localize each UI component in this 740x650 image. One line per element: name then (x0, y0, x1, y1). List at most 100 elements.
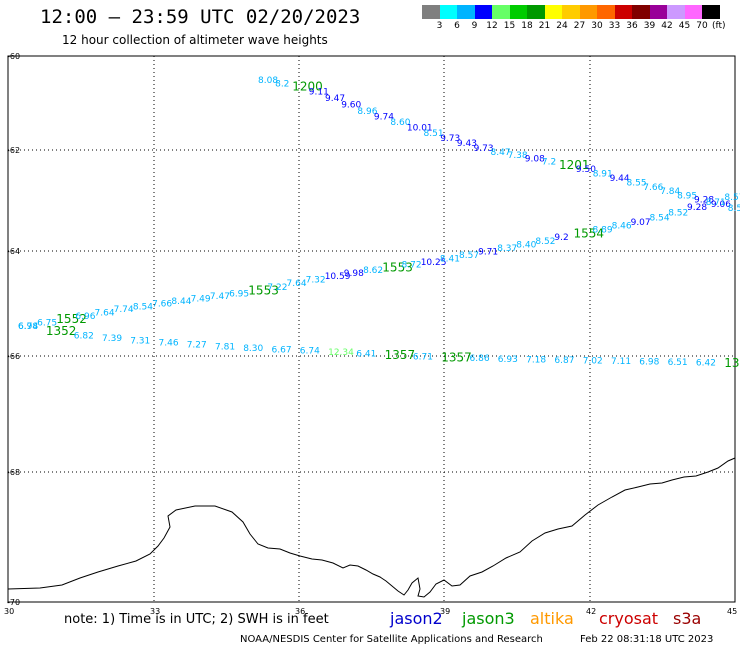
track-time-label: 1357 (441, 351, 472, 365)
latitude-label: -64 (7, 247, 20, 256)
longitude-label: 30 (4, 607, 14, 616)
wave-height-label: 6.82 (74, 331, 94, 341)
credit-date: Feb 22 08:31:18 UTC 2023 (580, 634, 714, 645)
color-scale-cell (702, 5, 720, 19)
color-scale-label: 6 (454, 21, 460, 31)
wave-height-label: 8.89 (593, 226, 613, 236)
wave-height-label: 8.95 (677, 191, 697, 201)
wave-height-label: 7.18 (526, 356, 546, 366)
map-subtitle: 12 hour collection of altimeter wave hei… (62, 33, 328, 47)
color-scale-label: 9 (471, 21, 478, 31)
wave-height-label: 8.55 (627, 178, 647, 188)
wave-height-label: 8.72 (402, 261, 422, 271)
wave-height-label: 6.95 (229, 290, 249, 300)
wave-height-label: 8.46 (612, 222, 632, 232)
color-scale-label: 3 (436, 21, 443, 31)
wave-height-label: 7.74 (114, 305, 134, 315)
track-time-label: 1358 (724, 356, 740, 370)
wave-height-label: 8.71 (706, 198, 726, 208)
color-scale-cell (544, 5, 562, 19)
color-scale-label: 42 (661, 21, 673, 31)
wave-height-label: 7.64 (287, 279, 307, 289)
longitude-label: 42 (586, 607, 596, 616)
color-scale-label: 33 (608, 21, 621, 31)
color-scale-cell (439, 5, 457, 19)
wave-height-label: 7.38 (508, 151, 528, 161)
color-scale-cell (684, 5, 702, 19)
color-scale-cell (492, 5, 510, 19)
longitude-label: 45 (727, 607, 737, 616)
color-scale-label: 24 (556, 21, 568, 31)
latitude-labels: -60 -62 -64 -66 -68 -70 (7, 52, 20, 607)
wave-height-label: 6.98 (639, 358, 659, 368)
legend-jason2: jason2 (390, 609, 443, 628)
wave-height-label: 6.93 (498, 355, 518, 365)
wave-height-label: 6.78 (18, 322, 38, 332)
wave-height-label: 7.11 (611, 357, 631, 367)
coastline (7, 457, 736, 598)
wave-height-label: 9.11 (309, 88, 329, 98)
track-time-label: 1352 (46, 324, 77, 338)
wave-height-label: 8.52 (535, 237, 555, 247)
wave-height-label: 8.57 (459, 251, 479, 261)
wave-height-label: 9.71 (478, 248, 498, 258)
latitude-label: -66 (7, 352, 20, 361)
track-upper: 8.088.2 12009.119.479.608.969.748.6010.01… (258, 76, 740, 214)
color-scale-label: 45 (678, 21, 691, 31)
wave-height-label: 9.08 (525, 154, 545, 164)
color-scale-cell (509, 5, 527, 19)
wave-height-label: 6.96 (75, 312, 95, 322)
wave-height-label: 9.2 (554, 233, 568, 243)
wave-height-label: 7.39 (102, 334, 122, 344)
wave-height-label: 9.44 (610, 174, 630, 184)
legend-s3a: s3a (673, 609, 702, 628)
latitude-label: -70 (7, 598, 20, 607)
wave-height-label: 7.66 (152, 300, 172, 310)
wave-height-label: 6.86 (470, 354, 490, 364)
wave-height-label: 8.60 (390, 118, 410, 128)
longitude-label: 39 (440, 607, 450, 616)
latitude-label: -62 (7, 146, 20, 155)
wave-height-label: 7.49 (191, 295, 211, 305)
wave-height-label: 9.28 (687, 203, 707, 213)
wave-height-label: 10.01 (407, 124, 433, 134)
wave-height-label: 8.44 (171, 297, 191, 307)
wave-height-label: 8.56 (728, 204, 740, 214)
wave-height-label: 8.47 (491, 148, 511, 158)
color-scale-cell (649, 5, 667, 19)
track-time-label: 1200 (292, 80, 323, 94)
track-time-label: 1554 (574, 226, 605, 240)
wave-height-label: 7.81 (215, 342, 235, 352)
track-time-label: 1553 (248, 283, 279, 297)
wave-height-label: 7.27 (187, 340, 207, 350)
wave-height-label: 9.60 (341, 101, 361, 111)
wave-height-label: 10.59 (325, 272, 351, 282)
color-scale-label: 15 (503, 21, 516, 31)
wave-height-label: 9.50 (576, 165, 596, 175)
map-frame (7, 55, 736, 603)
wave-height-label: 9.06 (711, 200, 731, 210)
wave-height-label: 6.42 (696, 358, 716, 368)
wave-height-label: 7.2 (542, 158, 556, 168)
color-scale-label: 21 (538, 21, 551, 31)
wave-height-label: 7.22 (267, 283, 287, 293)
track-time-label: 1201 (559, 158, 590, 172)
longitude-labels: 30 33 36 39 42 45 (4, 607, 737, 616)
color-scale-label: 30 (591, 21, 603, 31)
wave-height-label: 9.73 (440, 134, 460, 144)
graticule (8, 56, 735, 602)
wave-height-label: 7.84 (660, 187, 680, 197)
wave-height-label: 8.51 (424, 129, 444, 139)
color-scale-cell (474, 5, 492, 19)
wave-height-label: 6.74 (300, 347, 320, 357)
map-title: 12:00 – 23:59 UTC 02/20/2023 (40, 6, 361, 28)
wave-height-label: 9.43 (457, 139, 477, 149)
wave-height-label: 9.07 (631, 218, 651, 228)
wave-height-label: 6.71 (413, 353, 433, 363)
wave-height-label: 8.2 (275, 79, 289, 89)
wave-height-label: 7.02 (583, 357, 603, 367)
wave-height-label: 8.57 (724, 193, 740, 203)
wave-height-label: 9.98 (344, 269, 364, 279)
color-scale-cell (422, 5, 440, 19)
